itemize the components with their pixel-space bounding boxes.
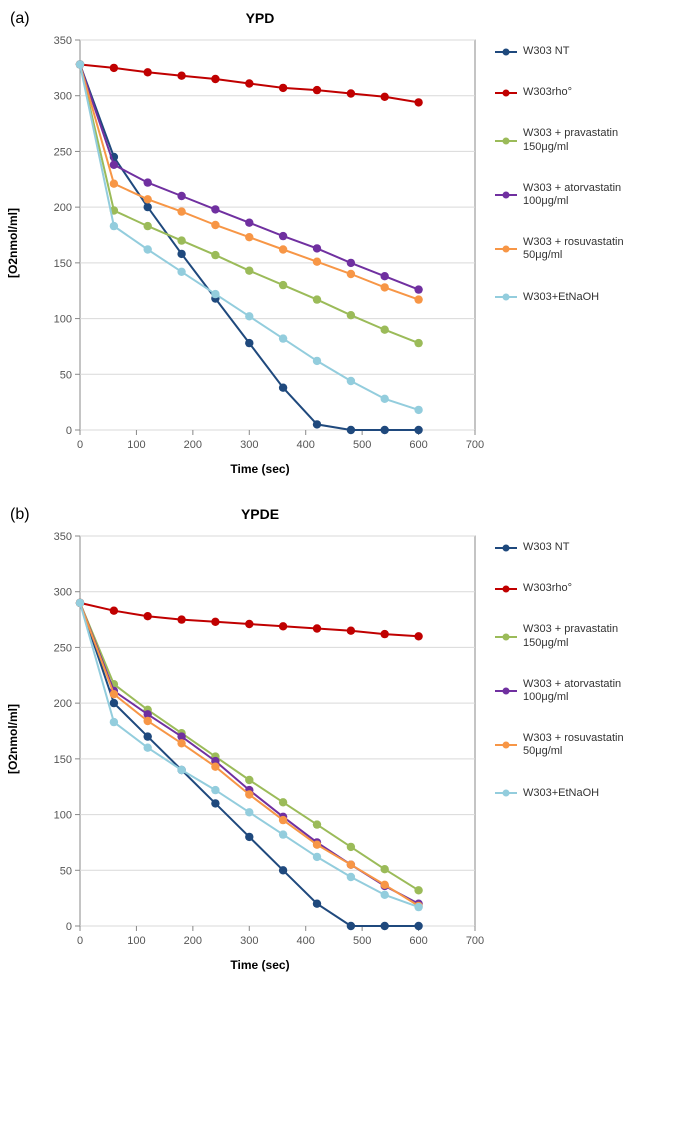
svg-text:0: 0 xyxy=(66,425,72,437)
svg-text:600: 600 xyxy=(409,935,427,947)
svg-text:100: 100 xyxy=(127,935,145,947)
svg-text:400: 400 xyxy=(297,439,315,451)
legend-label: W303+EtNaOH xyxy=(523,787,599,800)
legend-swatch xyxy=(495,194,517,196)
svg-text:600: 600 xyxy=(409,439,427,451)
legend-swatch xyxy=(495,51,517,53)
legend-swatch xyxy=(495,690,517,692)
panel-label: (b) xyxy=(10,506,30,524)
svg-text:150: 150 xyxy=(54,754,72,766)
legend-swatch xyxy=(495,92,517,94)
legend-item: W303rho° xyxy=(495,582,645,595)
legend-swatch xyxy=(495,588,517,590)
svg-text:250: 250 xyxy=(54,642,72,654)
legend-swatch xyxy=(495,792,517,794)
legend-item: W303 + rosuvastatin 50μg/ml xyxy=(495,732,645,758)
svg-text:200: 200 xyxy=(184,439,202,451)
legend-item: W303 + atorvastatin 100μg/ml xyxy=(495,182,645,208)
chart-svg: 0 50 100 150 200 250 300 350 0 100 200 300 400 500 600… xyxy=(35,30,485,460)
svg-text:0: 0 xyxy=(66,921,72,933)
svg-text:200: 200 xyxy=(54,698,72,710)
svg-text:200: 200 xyxy=(184,935,202,947)
chart-area: YPDE[O2nmol/ml]0501001502002503003500100… xyxy=(35,506,485,972)
svg-text:350: 350 xyxy=(54,531,72,543)
chart-svg: 0 50 100 150 200 250 300 350 0 100 200 300 400 500 600… xyxy=(35,526,485,956)
legend-label: W303rho° xyxy=(523,582,572,595)
panel-label: (a) xyxy=(10,10,30,28)
svg-text:300: 300 xyxy=(240,439,258,451)
legend-swatch xyxy=(495,296,517,298)
legend-label: W303 + rosuvastatin 50μg/ml xyxy=(523,732,645,758)
legend-item: W303 + pravastatin 150μg/ml xyxy=(495,623,645,649)
chart-area: YPD[O2nmol/ml]05010015020025030035001002… xyxy=(35,10,485,476)
svg-text:250: 250 xyxy=(54,146,72,158)
svg-text:100: 100 xyxy=(54,314,72,326)
svg-text:50: 50 xyxy=(60,369,72,381)
svg-text:200: 200 xyxy=(54,202,72,214)
legend-item: W303 + rosuvastatin 50μg/ml xyxy=(495,236,645,262)
legend-swatch xyxy=(495,744,517,746)
legend-label: W303+EtNaOH xyxy=(523,291,599,304)
x-axis-label: Time (sec) xyxy=(35,958,485,972)
svg-text:50: 50 xyxy=(60,865,72,877)
svg-text:500: 500 xyxy=(353,935,371,947)
chart-title: YPDE xyxy=(35,506,485,522)
legend-swatch xyxy=(495,248,517,250)
legend-label: W303 + atorvastatin 100μg/ml xyxy=(523,182,645,208)
legend-label: W303 + pravastatin 150μg/ml xyxy=(523,623,645,649)
legend-label: W303 + pravastatin 150μg/ml xyxy=(523,127,645,153)
legend-label: W303rho° xyxy=(523,86,572,99)
panel-a: (a)YPD[O2nmol/ml]05010015020025030035001… xyxy=(10,10,690,476)
legend-swatch xyxy=(495,636,517,638)
svg-text:300: 300 xyxy=(240,935,258,947)
panel-b: (b)YPDE[O2nmol/ml]0501001502002503003500… xyxy=(10,506,690,972)
legend-item: W303 NT xyxy=(495,45,645,58)
svg-text:350: 350 xyxy=(54,35,72,47)
y-axis-label: [O2nmol/ml] xyxy=(6,208,20,278)
x-axis-label: Time (sec) xyxy=(35,462,485,476)
chart-title: YPD xyxy=(35,10,485,26)
legend: W303 NT W303rho° W303 + pravastatin 150μg/… xyxy=(495,541,645,828)
legend-item: W303rho° xyxy=(495,86,645,99)
legend-label: W303 NT xyxy=(523,541,569,554)
svg-text:0: 0 xyxy=(77,439,83,451)
svg-text:700: 700 xyxy=(466,935,484,947)
legend-item: W303 + atorvastatin 100μg/ml xyxy=(495,678,645,704)
legend-item: W303 + pravastatin 150μg/ml xyxy=(495,127,645,153)
svg-text:700: 700 xyxy=(466,439,484,451)
legend-item: W303+EtNaOH xyxy=(495,787,645,800)
svg-text:100: 100 xyxy=(127,439,145,451)
legend-swatch xyxy=(495,547,517,549)
legend-label: W303 + atorvastatin 100μg/ml xyxy=(523,678,645,704)
legend-label: W303 + rosuvastatin 50μg/ml xyxy=(523,236,645,262)
svg-text:0: 0 xyxy=(77,935,83,947)
legend: W303 NT W303rho° W303 + pravastatin 150μg/… xyxy=(495,45,645,332)
svg-text:300: 300 xyxy=(54,91,72,103)
svg-text:150: 150 xyxy=(54,258,72,270)
svg-text:300: 300 xyxy=(54,587,72,599)
legend-item: W303+EtNaOH xyxy=(495,291,645,304)
y-axis-label: [O2nmol/ml] xyxy=(6,704,20,774)
legend-item: W303 NT xyxy=(495,541,645,554)
svg-text:100: 100 xyxy=(54,810,72,822)
svg-text:400: 400 xyxy=(297,935,315,947)
legend-label: W303 NT xyxy=(523,45,569,58)
legend-swatch xyxy=(495,140,517,142)
svg-text:500: 500 xyxy=(353,439,371,451)
